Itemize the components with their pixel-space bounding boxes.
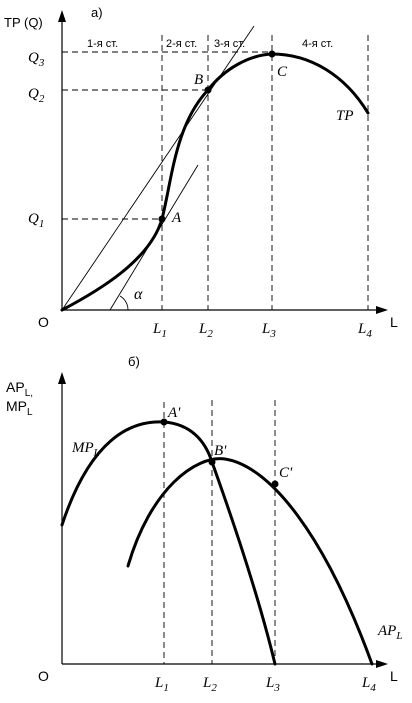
point-b-label: B xyxy=(194,72,203,88)
tp-origin-label: O xyxy=(38,314,49,330)
tp-y-axis-label: TP (Q) xyxy=(4,15,43,30)
y-tick-q1: Q1 xyxy=(28,211,44,230)
chart-ap-mp: б) APL, MPL L O A' B' C' MPL xyxy=(6,354,402,694)
tp-ray-from-origin xyxy=(61,25,255,311)
point-b-prime-label: B' xyxy=(214,443,227,459)
point-c-label: C xyxy=(277,64,288,80)
tp-x-tick-l4: L4 xyxy=(357,321,372,340)
point-c-prime-label: C' xyxy=(279,465,293,481)
tp-x-tick-l2: L2 xyxy=(198,321,213,340)
ap-x-axis-arrow xyxy=(376,660,388,668)
ap-origin-label: O xyxy=(38,668,49,684)
mp-curve-label: MPL xyxy=(71,440,100,459)
tp-curve xyxy=(60,52,370,312)
point-a-prime xyxy=(160,418,168,426)
ap-y-axis-arrow xyxy=(58,372,66,384)
ap-curve-label: APL xyxy=(377,623,402,642)
point-b xyxy=(204,86,212,94)
ap-x-axis-label: L xyxy=(390,668,398,684)
tp-x-axis-label: L xyxy=(390,314,398,330)
tp-x-tick-l1: L1 xyxy=(152,321,167,340)
ap-y-label-mp: MPL xyxy=(6,398,33,418)
tp-x-axis-arrow xyxy=(376,306,388,314)
stage-label-3: 3-я ст. xyxy=(214,38,245,50)
point-a-prime-label: A' xyxy=(167,405,181,421)
ap-x-tick-l4: L4 xyxy=(361,675,376,694)
point-a-label: A xyxy=(171,210,182,226)
ap-y-label-ap: APL, xyxy=(6,379,33,399)
tp-x-tick-l3: L3 xyxy=(261,321,276,340)
point-b-prime xyxy=(208,458,216,466)
ap-curve xyxy=(126,457,374,666)
stage-label-1: 1-я ст. xyxy=(87,38,118,50)
ap-x-tick-l1: L1 xyxy=(154,675,169,694)
chart-tp: а) TP (Q) L O 1-я ст. 2-я ст. 3-я ст. 4-… xyxy=(4,5,398,340)
y-tick-q2: Q2 xyxy=(28,86,45,105)
panel-label-b: б) xyxy=(128,354,140,369)
stage-label-4: 4-я ст. xyxy=(302,38,333,50)
tp-curve-label: TP xyxy=(336,108,354,124)
y-tick-q3: Q3 xyxy=(28,50,45,69)
point-a xyxy=(158,215,166,223)
alpha-arc xyxy=(119,295,129,311)
ap-x-tick-l3: L3 xyxy=(265,675,280,694)
panel-label-a: а) xyxy=(91,5,103,20)
mp-curve xyxy=(60,420,277,666)
stage-label-2: 2-я ст. xyxy=(166,38,197,50)
tp-y-axis-arrow xyxy=(58,10,66,22)
point-c xyxy=(268,50,276,58)
ap-x-tick-l2: L2 xyxy=(202,675,217,694)
alpha-label: α xyxy=(134,286,143,303)
point-c-prime xyxy=(271,480,279,488)
